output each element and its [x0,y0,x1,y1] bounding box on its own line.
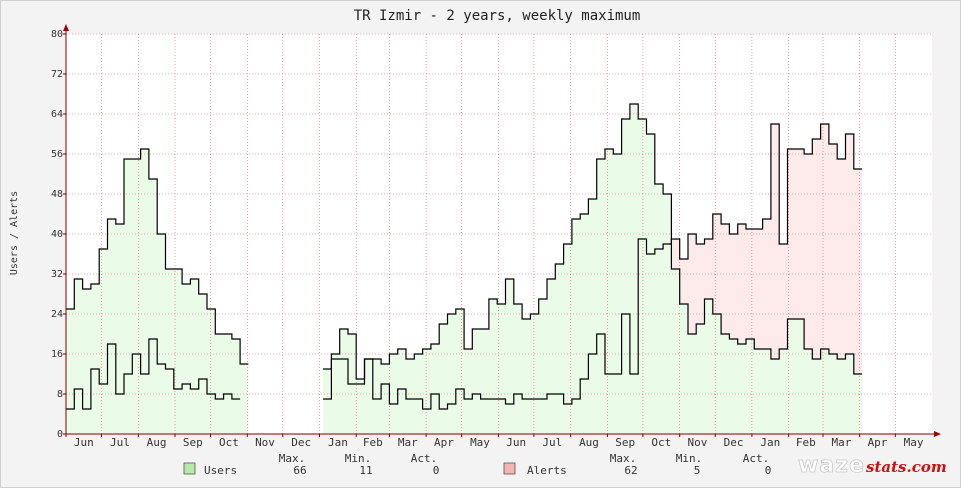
users-legend-swatch [183,462,196,475]
logo-word: waze [798,453,865,478]
logo-suffix: stats.com [866,458,947,476]
x-tick-label: Sep [183,436,203,449]
x-tick-label: Apr [868,436,888,449]
x-tick-label: May [904,436,924,449]
x-tick-label: Aug [147,436,167,449]
x-tick-label: Nov [687,436,707,449]
legend: Users Max. Min. Act. 66 11 0 Alerts Max. Min. Act.… [183,452,772,477]
x-tick-label: Jun [74,436,94,449]
x-tick-label: Jul [542,436,562,449]
chart-title: TR Izmir - 2 years, weekly maximum [354,8,641,24]
users-fill-layer [66,104,863,434]
users-act-header: Act. [411,452,438,465]
x-tick-label: Feb [796,436,816,449]
grid-layer [65,33,932,434]
users-area-segment-2 [323,104,863,434]
x-tick-label: Feb [363,436,383,449]
x-tick-label: Aug [579,436,599,449]
alerts-min-value: 5 [694,464,701,477]
series-lines-layer [66,103,863,410]
users-max-value: 66 [293,464,306,477]
alerts-legend-swatch [503,462,516,475]
users-area-segment-1 [66,149,249,434]
y-tick-label: 0 [57,429,63,440]
x-tick-label: Sep [615,436,635,449]
x-axis-arrow [934,431,941,437]
x-tick-label: Dec [291,436,311,449]
y-tick-label: 8 [57,389,63,400]
tick-labels-layer: 0 8 16 24 32 40 48 56 64 72 80 Jun Jul Aug Sep Oct Nov De… [51,29,924,449]
alerts-max-header: Max. [610,452,637,465]
x-tick-label: Mar [831,436,851,449]
x-tick-label: Nov [255,436,275,449]
users-legend-label: Users [204,464,237,477]
x-tick-label: Jan [328,436,348,449]
x-tick-label: May [470,436,490,449]
y-tick-label: 80 [51,29,63,40]
x-tick-label: Dec [724,436,744,449]
y-tick-label: 24 [51,309,63,320]
wazestats-logo: waze stats.com [798,453,947,479]
x-tick-label: Jan [760,436,780,449]
x-tick-label: Jun [506,436,526,449]
x-tick-label: Oct [651,436,671,449]
y-tick-label: 64 [51,109,63,120]
alerts-act-header: Act. [743,452,770,465]
x-tick-label: Oct [219,436,239,449]
y-tick-label: 16 [51,349,63,360]
y-tick-label: 72 [51,69,63,80]
axes-layer [63,24,941,437]
x-tick-label: Mar [398,436,418,449]
alerts-min-header: Min. [676,452,703,465]
x-tick-label: Apr [434,436,454,449]
users-min-header: Min. [345,452,372,465]
users-min-value: 11 [359,464,372,477]
y-tick-label: 32 [51,269,63,280]
users-line [66,103,863,380]
y-tick-label: 48 [51,189,63,200]
users-max-header: Max. [279,452,306,465]
alerts-max-value: 62 [624,464,637,477]
y-axis-label: Users / Alerts [9,191,20,275]
y-axis-arrow [63,24,69,31]
alerts-act-value: 0 [765,464,772,477]
x-tick-label: Jul [110,436,130,449]
y-tick-label: 40 [51,229,63,240]
y-tick-label: 56 [51,149,63,160]
users-act-value: 0 [433,464,440,477]
alerts-legend-label: Alerts [527,464,567,477]
alerts-line [66,123,863,410]
